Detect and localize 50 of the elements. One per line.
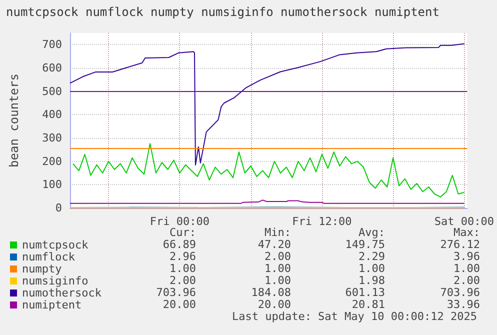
text: 1.98 <box>358 274 386 287</box>
y-tick-label: 700 <box>42 38 62 52</box>
x-tick-label: Sat 00:00 <box>434 215 494 228</box>
text: 1.00 <box>264 262 292 275</box>
text: 2.00 <box>170 274 196 287</box>
legend-label: numiptent <box>22 298 82 312</box>
text: 601.13 <box>345 286 386 299</box>
line-series <box>72 143 465 198</box>
text: Max: <box>454 226 480 239</box>
y-tick-label: 600 <box>42 62 62 74</box>
text: 2.00 <box>264 250 292 263</box>
text: 1.00 <box>358 262 386 275</box>
text: 2.96 <box>170 250 196 263</box>
text: Min: <box>264 226 292 239</box>
y-tick-label: 400 <box>42 108 62 122</box>
text: Last update: Sat May 10 00:00:12 2025 <box>232 310 478 323</box>
legend-label: numflock <box>22 250 76 264</box>
y-tick-label: 200 <box>42 154 62 168</box>
legend-label: numpty <box>22 262 62 276</box>
y-tick-label: 500 <box>42 84 62 98</box>
text: 2.00 <box>454 274 480 287</box>
text: 149.75 <box>345 238 386 251</box>
text: 1.00 <box>170 262 196 275</box>
text: 20.00 <box>258 298 292 311</box>
text: 33.96 <box>446 298 480 311</box>
legend-label: numsiginfo <box>22 274 88 288</box>
text: 20.00 <box>162 298 196 311</box>
text: 20.81 <box>352 298 386 311</box>
y-tick-label: 0 <box>55 202 62 214</box>
text: 3.96 <box>454 250 480 263</box>
chart-title: numtcpsock numflock numpty numsiginfo numothersock numiptent <box>6 5 440 19</box>
legend-label: numothersock <box>22 286 102 300</box>
text: 66.89 <box>162 238 196 251</box>
y-axis-title: bean counters <box>7 74 21 168</box>
text: Cur: <box>170 226 196 239</box>
line-series <box>70 43 465 166</box>
text: 703.96 <box>440 286 480 299</box>
text: Avg: <box>358 226 386 239</box>
x-tick-label: Fri 12:00 <box>292 215 352 228</box>
text: 703.96 <box>156 286 196 299</box>
text: 1.00 <box>264 274 292 287</box>
text: 184.08 <box>251 286 292 299</box>
y-tick-label: 300 <box>42 132 62 144</box>
text: 2.29 <box>358 250 386 263</box>
legend-label: numtcpsock <box>22 238 89 252</box>
text: 276.12 <box>440 238 480 251</box>
text: 1.00 <box>454 262 480 275</box>
text: 47.20 <box>258 238 292 251</box>
y-tick-label: 100 <box>42 178 62 192</box>
x-tick-label: Fri 00:00 <box>150 215 210 228</box>
